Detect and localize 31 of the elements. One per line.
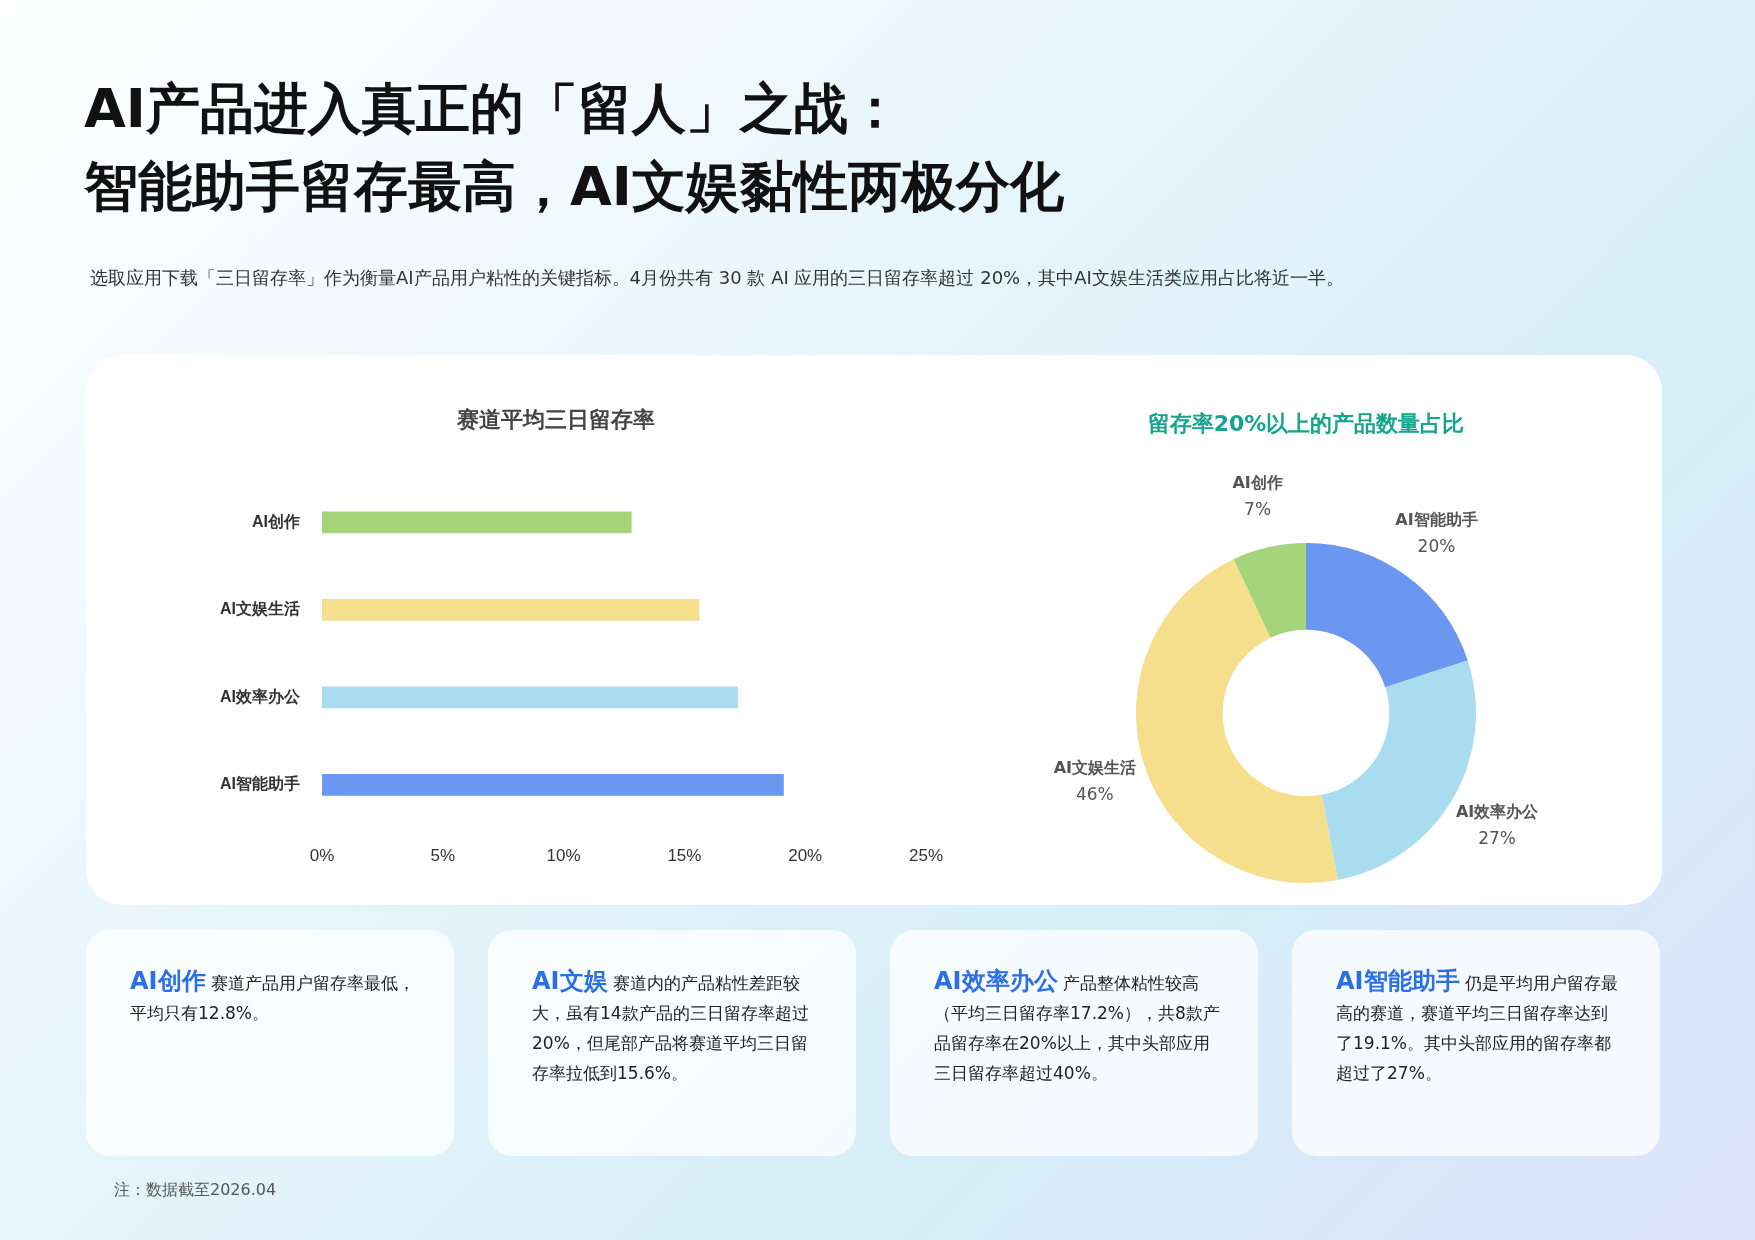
- slice-label: AI文娱生活: [1053, 757, 1137, 777]
- bar: [322, 511, 632, 534]
- text: AI创作 赛道产品用户留存率最低，平均只有12.8%。: [86, 930, 454, 1156]
- data-label: 27%: [1478, 828, 1516, 849]
- bar: [322, 774, 784, 796]
- text: AI文娱 赛道内的产品粘性差距较大，虽有14款产品的三日留存率超过20%，但尾部产品将赛道平均三日留存率拉低到15.6%。: [488, 930, 856, 1156]
- y-tick-label: AI效率办公: [220, 686, 301, 705]
- bar: [322, 599, 700, 621]
- chart-title: 赛道平均三日留存率: [456, 406, 656, 434]
- x-tick-label: 20%: [788, 846, 823, 866]
- slice-label: AI创作: [1232, 472, 1283, 492]
- text: AI产品进入真正的「留人」之战：智能助手留存最高，AI文娱黏性两极分化: [84, 76, 1065, 220]
- slice-label: AI智能助手: [1395, 509, 1478, 529]
- text: AI效率办公 产品整体粘性较高（平均三日留存率17.2%），共8款产品留存率在20%以上，其中头部应用三日留存率超过40%。: [890, 930, 1258, 1156]
- text: 注：数据截至2026.04: [114, 1180, 277, 1201]
- data-label: 7%: [1244, 498, 1272, 519]
- x-tick-label: 5%: [430, 846, 456, 866]
- x-tick-label: 25%: [908, 846, 944, 866]
- slice-label: AI效率办公: [1455, 802, 1540, 822]
- x-tick-label: 15%: [667, 846, 702, 866]
- bar: [322, 686, 738, 709]
- data-label: 20%: [1417, 535, 1456, 556]
- y-tick-label: AI创作: [252, 512, 300, 530]
- chart-title: 留存率20%以上的产品数量占比: [1146, 410, 1466, 438]
- y-tick-label: AI智能助手: [220, 775, 300, 793]
- text: 选取应用下载「三日留存率」作为衡量AI产品用户粘性的关键指标。4月份共有 30 款 AI 应用的三日留存率超过 20%，其中AI文娱生活类应用占比将近一半。: [90, 266, 1345, 290]
- x-tick-label: 10%: [546, 846, 581, 866]
- y-tick-label: AI文娱生活: [220, 600, 300, 618]
- data-label: 46%: [1075, 784, 1114, 805]
- x-tick-label: 0%: [309, 846, 335, 866]
- text: AI智能助手 仍是平均用户留存最高的赛道，赛道平均三日留存率达到了19.1%。其中头部应用的留存率都超过了27%。: [1292, 930, 1660, 1156]
